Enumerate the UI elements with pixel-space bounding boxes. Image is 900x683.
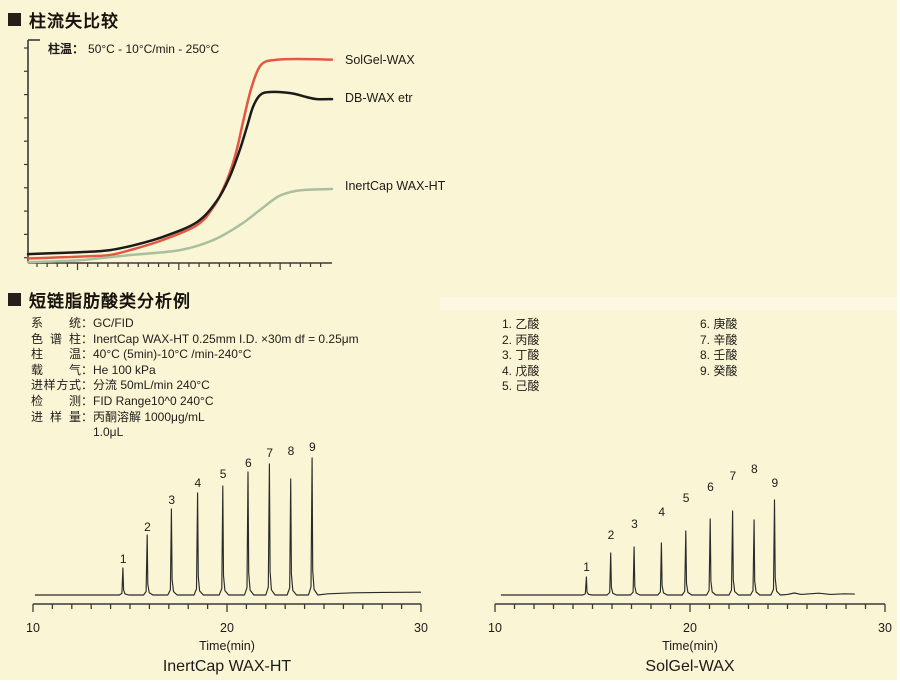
- legend-item: 9. 癸酸: [700, 363, 738, 378]
- peak-number-label: 6: [245, 456, 252, 470]
- legend-item: 8. 壬酸: [700, 348, 738, 362]
- legend-item: 1. 乙酸: [502, 317, 540, 331]
- peak-number-label: 2: [144, 520, 151, 534]
- chromatogram-solgel: 1 2 3 4 5 6 7 89 10 20 30 Time(min) SolGel-WAX: [488, 462, 892, 675]
- condition-row: 载气： He 100 kPa: [31, 363, 359, 379]
- condition-label: 进样方式: [31, 378, 81, 393]
- condition-label: 进样量: [31, 409, 81, 424]
- section-heading-bleed: 柱流失比较: [8, 7, 119, 32]
- x-tick-label: 10: [26, 621, 40, 635]
- condition-row: 系统： GC/FID: [31, 316, 359, 332]
- x-tick-label: 10: [488, 621, 502, 635]
- legend-item: 4. 戊酸: [502, 363, 540, 378]
- analysis-conditions: 系统： GC/FID 色谱柱： InertCap WAX-HT 0.25mm I.D.…: [31, 316, 359, 441]
- x-tick-label: 30: [878, 621, 892, 635]
- peak-number-label: 3: [168, 493, 175, 507]
- condition-row: 1.0μL: [31, 425, 359, 441]
- condition-colon: ：: [81, 362, 94, 377]
- condition-row: 色谱柱： InertCap WAX-HT 0.25mm I.D. ×30m df …: [31, 332, 359, 348]
- peak-number-label: 5: [683, 491, 690, 505]
- condition-label: 系统: [31, 316, 81, 330]
- section1-heading-text: 柱流失比较: [29, 12, 119, 31]
- condition-colon: ：: [81, 316, 94, 330]
- legend-item: 2. 丙酸: [502, 332, 540, 347]
- condition-label: 柱温: [31, 347, 81, 362]
- condition-value: 40°C (5min)-10°C /min-240°C: [93, 347, 252, 362]
- series-label: SolGel-WAX: [345, 53, 415, 67]
- x-axis-title: Time(min): [199, 639, 255, 653]
- condition-value: GC/FID: [93, 316, 134, 330]
- series-curve-db-wax-etr: [26, 90, 334, 256]
- condition-value: He 100 kPa: [93, 362, 156, 377]
- condition-colon: ：: [81, 393, 94, 408]
- section2-heading-text: 短链脂肪酸类分析例: [29, 292, 191, 311]
- peak-number-label: 9: [771, 476, 778, 490]
- condition-colon: ：: [81, 409, 94, 424]
- peak-number-label: 1: [583, 560, 590, 574]
- chromatogram-title: InertCap WAX-HT: [163, 658, 292, 675]
- peak-number-label: 6: [707, 480, 714, 494]
- condition-row: 检测： FID Range10^0 240°C: [31, 394, 359, 410]
- condition-row: 进样方式：分流 50mL/min 240°C: [31, 378, 359, 394]
- peak-number-label: 2: [608, 528, 615, 542]
- peak-number-label: 7: [266, 446, 273, 460]
- legend-item: 7. 辛酸: [700, 332, 738, 347]
- peak-number-label: 9: [309, 440, 316, 454]
- heading-square-icon: [8, 293, 21, 306]
- peak-legend-column-2: 6. 庚酸 7. 辛酸 8. 壬酸 9. 癸酸: [700, 317, 737, 379]
- legend-item: 6. 庚酸: [700, 317, 738, 331]
- legend-item: 3. 丁酸: [502, 348, 540, 362]
- condition-colon: ：: [81, 347, 94, 362]
- section-heading-fatty-acids: 短链脂肪酸类分析例: [8, 287, 191, 312]
- series-curve-solgel-wax: [26, 57, 334, 260]
- peak-number-label: 4: [658, 505, 665, 519]
- peak-number-label: 1: [120, 552, 127, 566]
- peak-number-label: 3: [631, 517, 638, 531]
- chromatogram-trace: [500, 499, 855, 596]
- condition-value: InertCap WAX-HT 0.25mm I.D. ×30m df = 0.…: [93, 331, 359, 346]
- condition-label: 载气: [31, 362, 81, 377]
- condition-label: 检测: [31, 393, 81, 408]
- condition-colon: ：: [81, 378, 94, 393]
- series-curve-inertcap-wax-ht: [26, 187, 334, 264]
- condition-row: 柱温： 40°C (5min)-10°C /min-240°C: [31, 347, 359, 363]
- condition-row: 进样量：丙酮溶解 1000μg/mL: [31, 410, 359, 426]
- peak-number-label: 5: [220, 467, 227, 481]
- column-temp-annotation: 柱温： 50°C - 10°C/min - 250°C: [48, 41, 219, 56]
- peak-number-label: 7: [730, 469, 737, 483]
- condition-value: 丙酮溶解 1000μg/mL: [93, 409, 205, 424]
- bleed-comparison-chart: SolGel-WAX DB-WAX etr InertCap WAX-HT 柱温： 50…: [24, 39, 446, 270]
- x-axis-title: Time(min): [662, 639, 718, 653]
- legend-item: 5. 己酸: [502, 379, 540, 393]
- heading-square-icon: [8, 13, 21, 26]
- chromatogram-title: SolGel-WAX: [645, 658, 735, 675]
- scan-artifact-band: [440, 297, 897, 310]
- peak-number-label: 8: [288, 444, 295, 458]
- condition-value: 1.0μL: [93, 425, 124, 440]
- condition-value: 分流 50mL/min 240°C: [93, 378, 210, 393]
- x-tick-label: 30: [414, 621, 428, 635]
- series-label: DB-WAX etr: [345, 91, 413, 105]
- peak-legend-column-1: 1. 乙酸 2. 丙酸 3. 丁酸 4. 戊酸 5. 己酸: [502, 317, 539, 395]
- x-tick-label: 20: [220, 621, 234, 635]
- peak-number-label: 8: [751, 462, 758, 476]
- condition-colon: ：: [81, 331, 94, 346]
- x-tick-label: 20: [683, 621, 697, 635]
- condition-value: FID Range10^0 240°C: [93, 393, 214, 408]
- chromatogram-trace: [34, 457, 422, 596]
- series-label: InertCap WAX-HT: [345, 179, 446, 193]
- condition-label: 色谱柱: [31, 331, 81, 346]
- peak-number-label: 4: [195, 476, 202, 490]
